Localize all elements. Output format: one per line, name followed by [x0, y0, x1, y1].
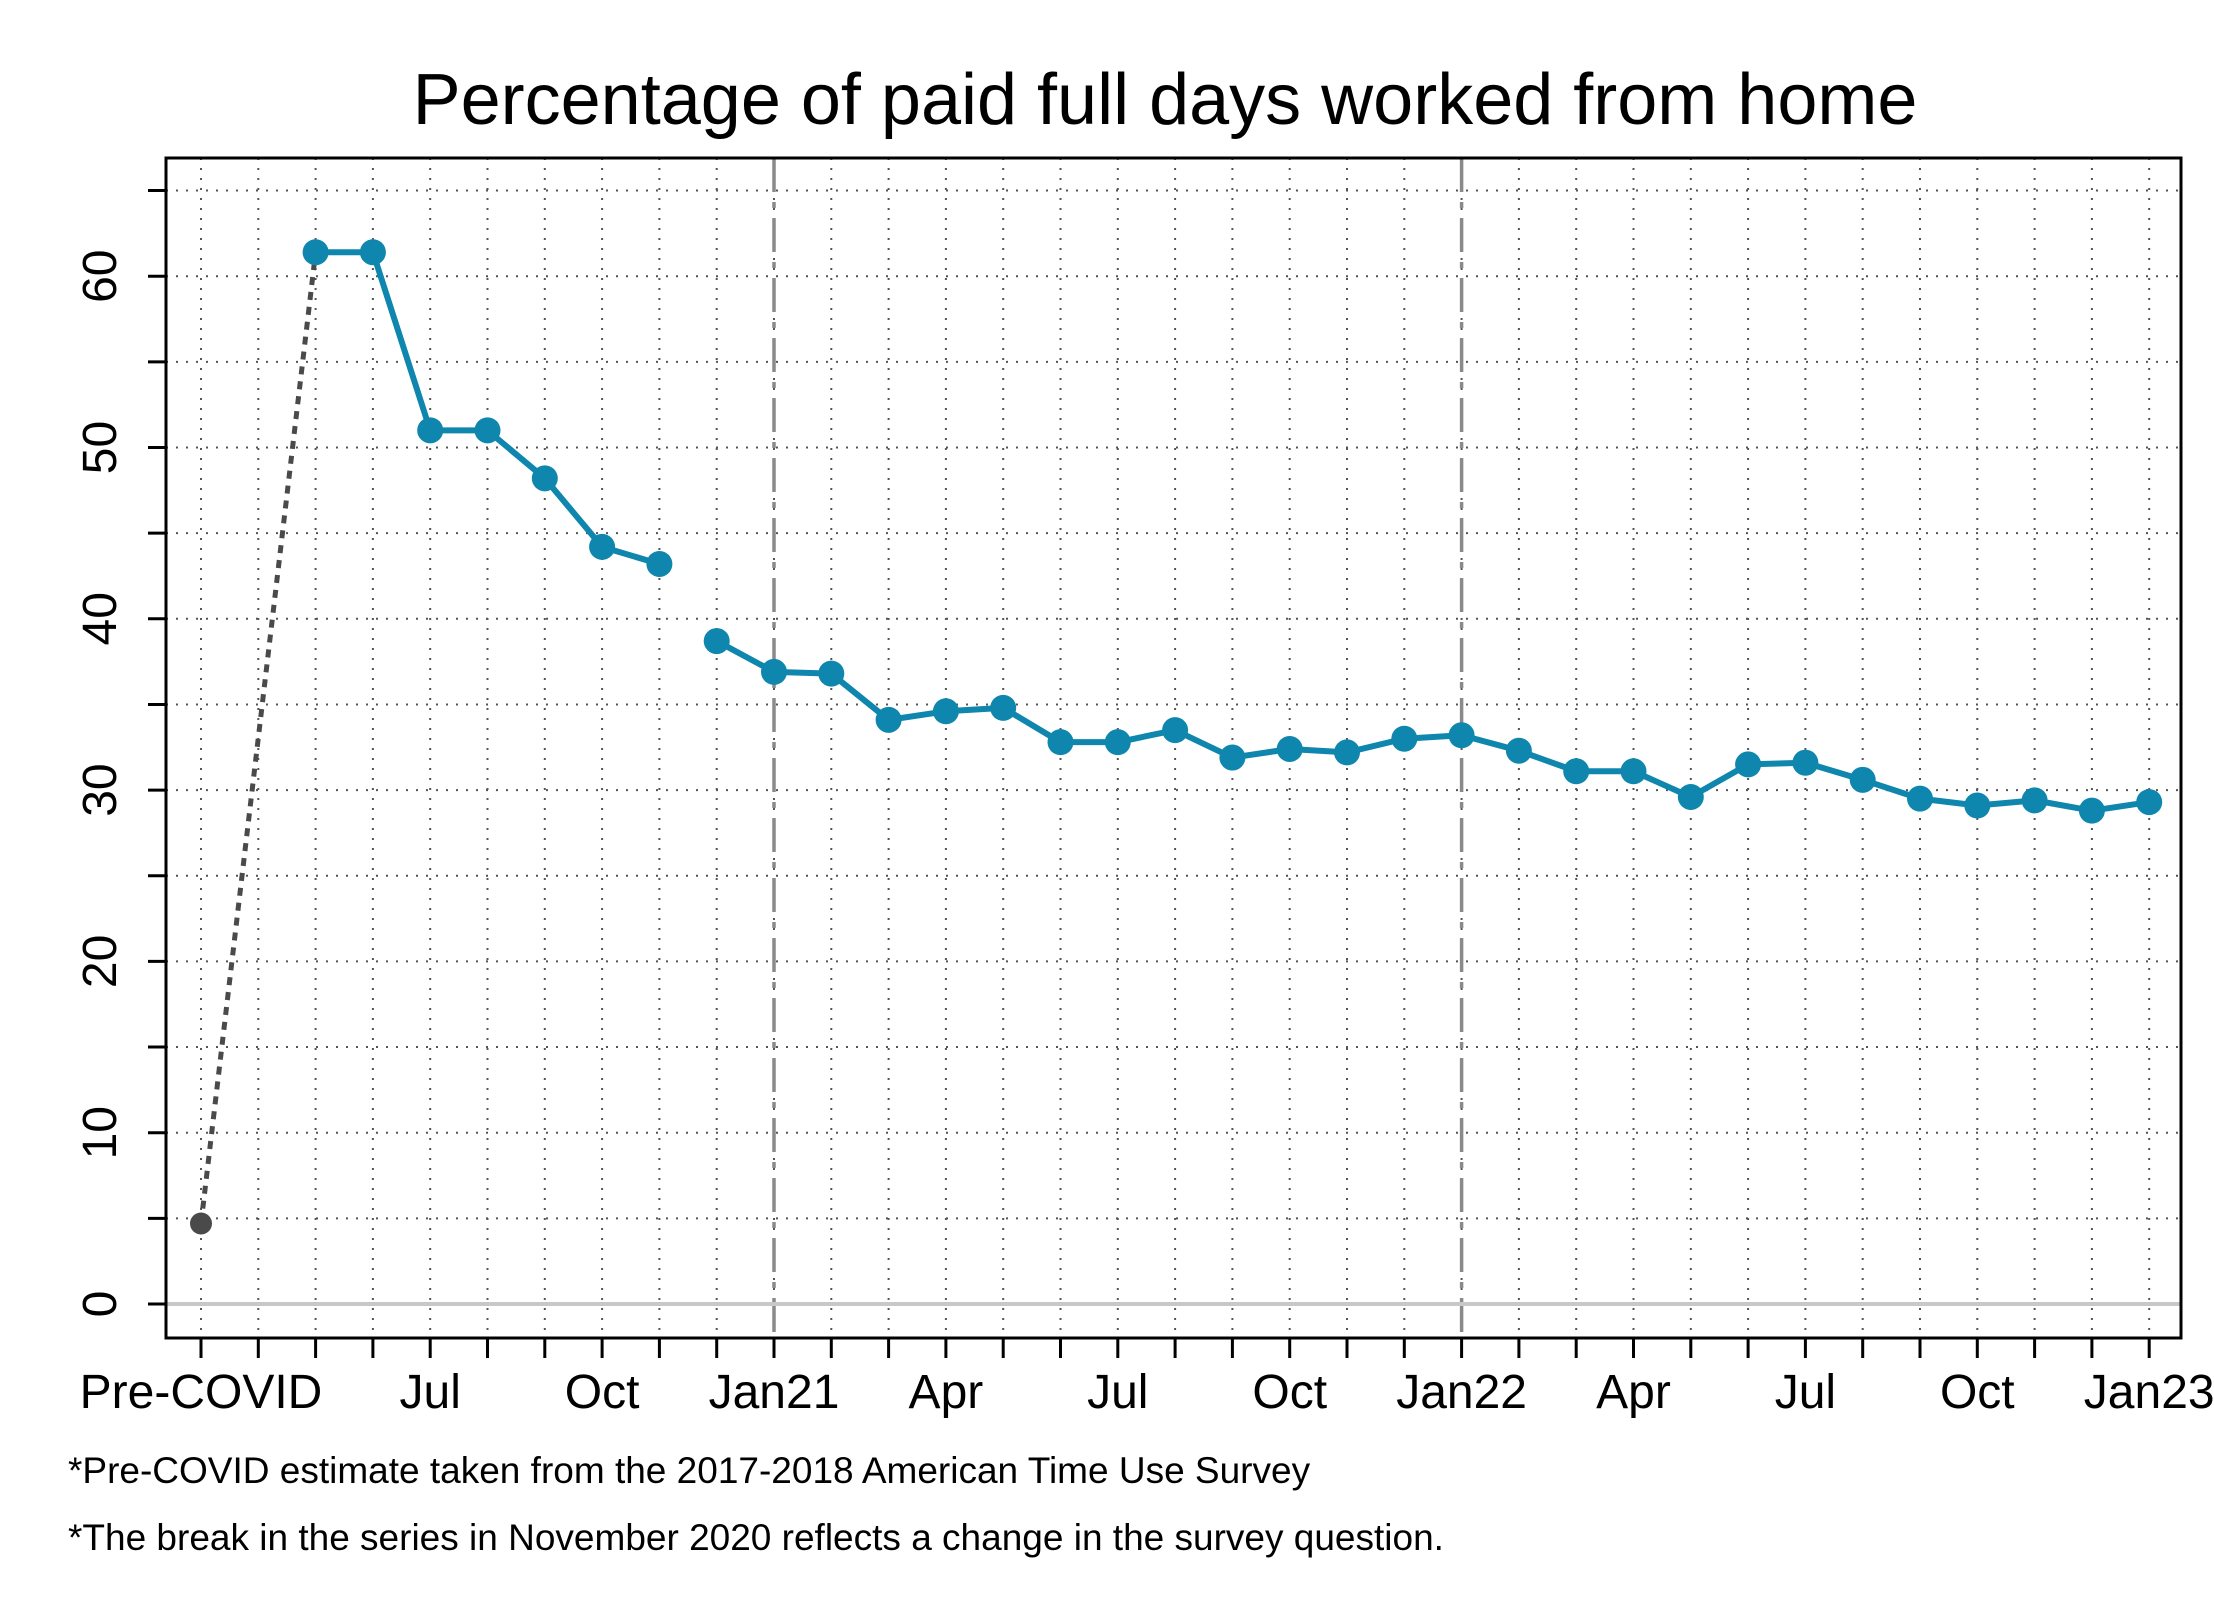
footnote-1: *Pre-COVID estimate taken from the 2017-… [68, 1450, 1311, 1491]
data-point [1620, 758, 1647, 785]
data-point [932, 698, 959, 725]
y-tick-label: 50 [74, 421, 127, 474]
data-point [302, 239, 329, 266]
chart-title: Percentage of paid full days worked from… [413, 60, 1918, 140]
data-points [190, 239, 2163, 1235]
data-point [359, 239, 386, 266]
y-tick-label: 40 [74, 592, 127, 645]
data-point [1276, 735, 1303, 762]
data-point [1448, 722, 1475, 749]
y-tick-label: 10 [74, 1106, 127, 1159]
x-tick-label: Apr [1596, 1366, 1671, 1419]
pre-covid-connector [198, 251, 319, 1224]
data-point [1219, 744, 1246, 771]
gridlines [166, 158, 2181, 1338]
data-point [1735, 751, 1762, 778]
x-tick-label: Oct [1252, 1366, 1327, 1419]
x-tick-label: Jan22 [1396, 1366, 1527, 1419]
data-point [2021, 787, 2048, 814]
y-tick-label: 60 [74, 250, 127, 303]
data-point [417, 417, 444, 444]
data-point [531, 465, 558, 492]
data-point [1849, 766, 1876, 793]
x-tick-label: Oct [1940, 1366, 2015, 1419]
pre-covid-point [190, 1212, 212, 1235]
data-point [761, 658, 787, 685]
plot-frame [164, 156, 2183, 1340]
data-point [1391, 725, 1418, 752]
data-point [1104, 729, 1131, 756]
y-tick-label: 20 [74, 935, 127, 988]
series-line [715, 638, 2150, 814]
data-point [1334, 739, 1360, 766]
data-point [1162, 717, 1189, 744]
data-point [1792, 749, 1819, 776]
x-tick-label: Jul [400, 1366, 461, 1419]
x-tick-label: Jul [1087, 1366, 1148, 1419]
data-point [2078, 797, 2105, 824]
data-point [875, 706, 902, 733]
x-tick-label: Jan23 [2084, 1366, 2214, 1419]
data-point [2136, 789, 2163, 816]
data-point [646, 550, 673, 577]
data-point [1677, 783, 1704, 810]
footnote-2: *The break in the series in November 202… [68, 1517, 1444, 1558]
x-tick-label: Jul [1775, 1366, 1836, 1419]
data-point [990, 694, 1017, 721]
x-tick-label: Pre-COVID [80, 1366, 323, 1419]
x-tick-label: Apr [909, 1366, 984, 1419]
axes: 0 10 20 30 40 50 60 Pre-COVID Jul Oct Jan21 Apr Jul O… [74, 189, 2214, 1419]
x-tick-label: Oct [565, 1366, 640, 1419]
data-point [703, 628, 730, 655]
data-point [1964, 792, 1991, 819]
data-point [474, 417, 501, 444]
data-point [1047, 729, 1074, 756]
y-tick-label: 30 [74, 763, 127, 816]
data-point [818, 660, 845, 687]
data-point [1505, 737, 1532, 764]
y-tick-label: 0 [74, 1291, 127, 1318]
data-point [1563, 758, 1590, 785]
data-point [589, 533, 616, 560]
data-point [1907, 785, 1933, 812]
x-tick-label: Jan21 [709, 1366, 840, 1419]
